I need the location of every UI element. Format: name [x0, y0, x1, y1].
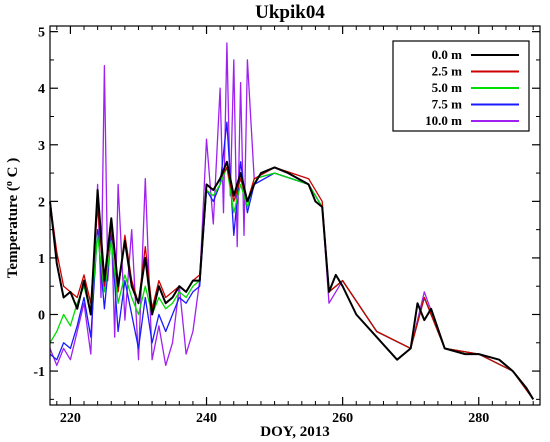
- y-axis-label-pre: Temperature (: [5, 186, 21, 278]
- legend-label: 7.5 m: [432, 97, 463, 112]
- legend-label: 10.0 m: [425, 113, 462, 128]
- legend-label: 0.0 m: [432, 47, 463, 62]
- legend-label: 2.5 m: [432, 64, 463, 79]
- y-tick-label: 0: [38, 308, 45, 323]
- x-tick-label: 280: [468, 411, 489, 426]
- x-tick-label: 220: [60, 411, 81, 426]
- x-axis-label: DOY, 2013: [260, 424, 329, 440]
- legend: 0.0 m 2.5 m5.0 m 7.5 m10.0 m: [392, 40, 530, 132]
- legend-label: 5.0 m: [432, 80, 463, 95]
- x-tick-label: 260: [332, 411, 353, 426]
- series-layer: [49, 42, 535, 400]
- y-tick-label: 4: [38, 82, 45, 97]
- y-tick-label: -1: [33, 365, 45, 380]
- y-axis-label-post: C ): [5, 158, 21, 181]
- chart-title: Ukpik04: [255, 2, 325, 23]
- axes-layer: 220 240 260 280 -1 0 1 2 3 4 5: [33, 25, 541, 426]
- y-tick-label: 5: [38, 26, 45, 41]
- x-tick-label: 240: [196, 411, 217, 426]
- y-axis-label-sup: o: [4, 181, 15, 186]
- plot-frame: [49, 25, 541, 406]
- series-line-0-0-m: [49, 160, 535, 400]
- y-tick-label: 3: [38, 139, 45, 154]
- legend-box: [392, 40, 530, 132]
- y-tick-label: 2: [38, 195, 45, 210]
- y-tick-label: 1: [38, 252, 45, 267]
- series-line-5-0-m: [49, 166, 534, 400]
- y-axis-label: Temperature (o C ): [4, 158, 21, 278]
